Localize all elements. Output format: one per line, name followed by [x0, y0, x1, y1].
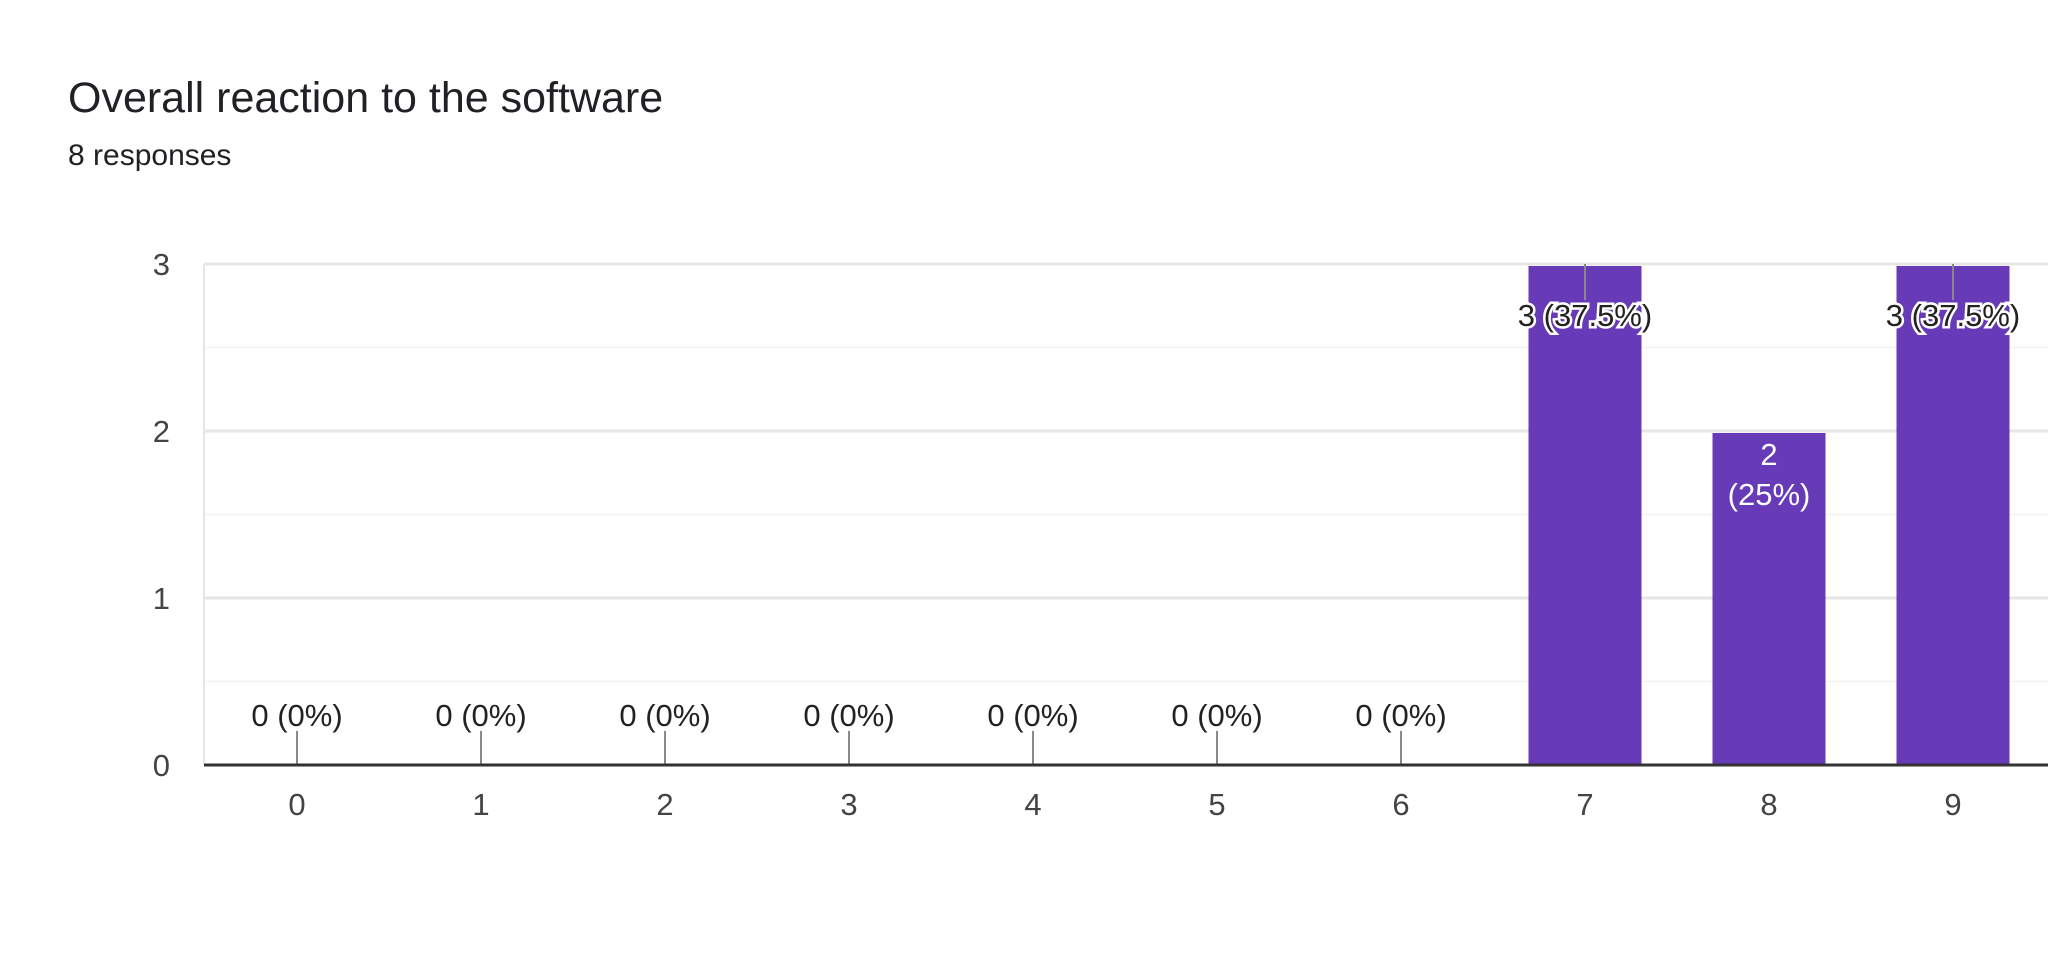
- y-tick-label: 1: [153, 581, 170, 616]
- x-tick-label: 2: [656, 787, 673, 822]
- x-tick-label: 8: [1760, 787, 1777, 822]
- x-tick-label: 3: [840, 787, 857, 822]
- y-tick-label: 2: [153, 414, 170, 449]
- x-tick-label: 1: [472, 787, 489, 822]
- data-label: 0 (0%): [987, 698, 1078, 733]
- data-label: 3 (37.5%): [1886, 298, 2020, 333]
- data-label: 0 (0%): [803, 698, 894, 733]
- data-label: 0 (0%): [1355, 698, 1446, 733]
- bar: [1712, 433, 1826, 765]
- bar: [1528, 266, 1642, 765]
- y-tick-label: 0: [153, 748, 170, 783]
- data-label: 0 (0%): [1171, 698, 1262, 733]
- data-label: 2 (25%): [1728, 437, 1811, 512]
- y-tick-label: 3: [153, 247, 170, 282]
- data-label: 0 (0%): [251, 698, 342, 733]
- data-label: 0 (0%): [619, 698, 710, 733]
- x-tick-label: 9: [1944, 787, 1961, 822]
- bar: [1896, 266, 2010, 765]
- x-tick-label: 5: [1208, 787, 1225, 822]
- x-tick-label: 4: [1024, 787, 1041, 822]
- x-tick-label: 7: [1576, 787, 1593, 822]
- data-label: 3 (37.5%): [1518, 298, 1652, 333]
- response-count: 8 responses: [68, 139, 232, 172]
- chart-title: Overall reaction to the software: [68, 74, 664, 122]
- data-label: 0 (0%): [435, 698, 526, 733]
- x-tick-label: 0: [288, 787, 305, 822]
- x-tick-label: 6: [1392, 787, 1409, 822]
